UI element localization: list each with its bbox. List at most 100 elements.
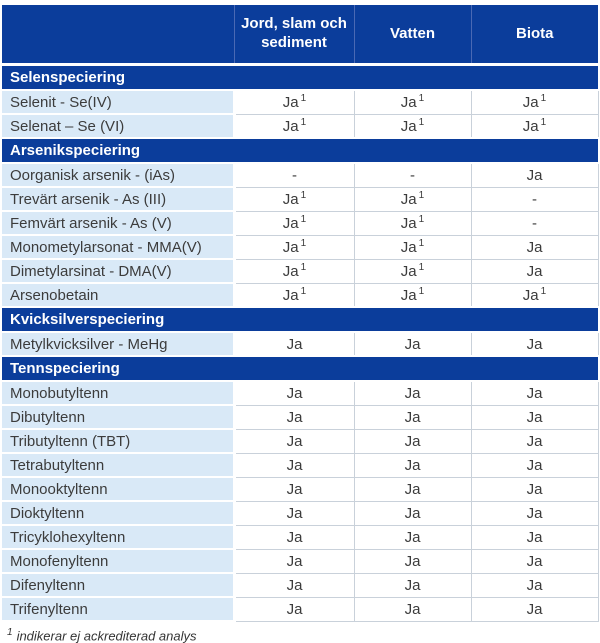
- analyte-name: Monometylarsonat - MMA(V): [2, 235, 236, 260]
- footnote-marker: 1: [418, 238, 425, 249]
- column-header-jord-slam-sediment: Jord, slam och sediment: [233, 5, 354, 66]
- analyte-name: Tricyklohexyltenn: [2, 525, 236, 550]
- result-cell: Ja 1: [233, 282, 355, 308]
- table-row: Selenit - Se(IV) Ja 1 Ja 1 Ja 1: [2, 89, 599, 115]
- table-row: Selenat – Se (VI) Ja 1 Ja 1 Ja 1: [2, 113, 599, 139]
- header-row: Jord, slam och sediment Vatten Biota: [2, 5, 598, 66]
- result-cell: Ja: [233, 572, 355, 598]
- footnote-marker: 1: [300, 285, 307, 297]
- result-cell: Ja: [470, 500, 599, 526]
- analyte-name: Selenat – Se (VI): [2, 114, 236, 139]
- result-cell: Ja: [353, 524, 472, 550]
- footnote-marker: 1: [418, 190, 425, 201]
- table-row: Monometylarsonat - MMA(V) Ja 1 Ja 1 Ja: [2, 234, 599, 260]
- result-cell: Ja 1: [470, 89, 599, 115]
- result-cell: Ja: [353, 452, 472, 478]
- result-cell: -: [470, 210, 599, 236]
- result-cell: Ja 1: [233, 89, 355, 115]
- result-cell: Ja: [470, 428, 599, 454]
- result-cell: Ja: [470, 234, 599, 260]
- table-row: Dibutyltenn Ja Ja Ja: [2, 404, 599, 430]
- result-cell: Ja 1: [233, 113, 355, 139]
- footnote-marker: 1: [418, 214, 425, 225]
- analyte-name: Tributyltenn (TBT): [2, 429, 236, 454]
- result-cell: Ja: [470, 452, 599, 478]
- table-row: Trifenyltenn Ja Ja Ja: [2, 596, 599, 622]
- result-cell: Ja: [353, 380, 472, 406]
- analyte-name: Metylkvicksilver - MeHg: [2, 332, 236, 357]
- section-header-row: Kvicksilverspeciering: [2, 306, 598, 333]
- analyte-name: Monobutyltenn: [2, 381, 236, 406]
- footnote-marker: 1: [418, 262, 425, 273]
- result-cell: Ja: [233, 524, 355, 550]
- result-cell: Ja: [233, 404, 355, 430]
- result-cell: Ja: [233, 596, 355, 622]
- result-cell: Ja: [353, 572, 472, 598]
- table-row: Tetrabutyltenn Ja Ja Ja: [2, 452, 599, 478]
- result-cell: Ja: [233, 331, 355, 357]
- analyte-name: Monofenyltenn: [2, 549, 236, 574]
- result-cell: Ja: [470, 380, 599, 406]
- section-header-row: Arsenikspeciering: [2, 137, 598, 164]
- table-row: Tributyltenn (TBT) Ja Ja Ja: [2, 428, 599, 454]
- footnote: 1 indikerar ej ackrediterad analys: [7, 627, 598, 643]
- result-cell: Ja 1: [233, 258, 355, 284]
- analyte-name: Femvärt arsenik - As (V): [2, 211, 236, 236]
- analyte-name: Arsenobetain: [2, 283, 236, 308]
- result-cell: Ja 1: [353, 186, 472, 212]
- table-row: Femvärt arsenik - As (V) Ja 1 Ja 1-: [2, 210, 599, 236]
- speciation-table-container: Jord, slam och sediment Vatten Biota Sel…: [2, 5, 599, 643]
- result-cell: Ja: [233, 548, 355, 574]
- result-cell: Ja: [353, 428, 472, 454]
- speciation-table: Jord, slam och sediment Vatten Biota Sel…: [2, 5, 599, 622]
- corner-cell: [2, 5, 234, 66]
- result-cell: Ja: [233, 500, 355, 526]
- section-title: Tennspeciering: [2, 355, 598, 382]
- result-cell: Ja 1: [353, 234, 472, 260]
- column-header-vatten: Vatten: [353, 5, 471, 66]
- result-cell: Ja: [233, 428, 355, 454]
- footnote-marker: 1: [418, 116, 425, 128]
- table-row: Arsenobetain Ja 1 Ja 1 Ja 1: [2, 282, 599, 308]
- result-cell: Ja 1: [353, 113, 472, 139]
- analyte-name: Selenit - Se(IV): [2, 90, 236, 115]
- analyte-name: Monooktyltenn: [2, 477, 236, 502]
- result-cell: Ja 1: [353, 258, 472, 284]
- table-row: Dimetylarsinat - DMA(V) Ja 1 Ja 1 Ja: [2, 258, 599, 284]
- column-header-biota: Biota: [470, 5, 598, 66]
- footnote-marker: 1: [300, 93, 307, 105]
- section-header-row: Selenspeciering: [2, 63, 598, 91]
- result-cell: Ja: [470, 404, 599, 430]
- result-cell: Ja: [470, 331, 599, 357]
- table-row: Tricyklohexyltenn Ja Ja Ja: [2, 524, 599, 550]
- footnote-marker: 1: [300, 116, 307, 128]
- result-cell: -: [470, 186, 599, 212]
- section-title: Kvicksilverspeciering: [2, 306, 598, 333]
- table-row: Monobutyltenn Ja Ja Ja: [2, 380, 599, 406]
- footnote-marker: 1: [7, 627, 13, 638]
- footnote-marker: 1: [540, 285, 547, 297]
- result-cell: Ja: [470, 162, 599, 188]
- analyte-name: Oorganisk arsenik - (iAs): [2, 163, 236, 188]
- result-cell: Ja 1: [353, 89, 472, 115]
- result-cell: Ja: [470, 258, 599, 284]
- result-cell: Ja: [353, 500, 472, 526]
- table-row: Difenyltenn Ja Ja Ja: [2, 572, 599, 598]
- analyte-name: Tetrabutyltenn: [2, 453, 236, 478]
- result-cell: -: [353, 162, 472, 188]
- table-row: Trevärt arsenik - As (III) Ja 1 Ja 1-: [2, 186, 599, 212]
- footnote-marker: 1: [540, 93, 547, 105]
- result-cell: Ja: [353, 548, 472, 574]
- footnote-text: indikerar ej ackrediterad analys: [16, 628, 197, 643]
- result-cell: Ja: [353, 331, 472, 357]
- result-cell: Ja 1: [353, 210, 472, 236]
- footnote-marker: 1: [300, 238, 307, 249]
- footnote-marker: 1: [300, 262, 307, 273]
- table-row: Oorganisk arsenik - (iAs) - - Ja: [2, 162, 599, 188]
- section-title: Selenspeciering: [2, 63, 598, 91]
- analyte-name: Dimetylarsinat - DMA(V): [2, 259, 236, 284]
- table-row: Monooktyltenn Ja Ja Ja: [2, 476, 599, 502]
- result-cell: Ja: [233, 476, 355, 502]
- analyte-name: Dibutyltenn: [2, 405, 236, 430]
- result-cell: Ja: [353, 476, 472, 502]
